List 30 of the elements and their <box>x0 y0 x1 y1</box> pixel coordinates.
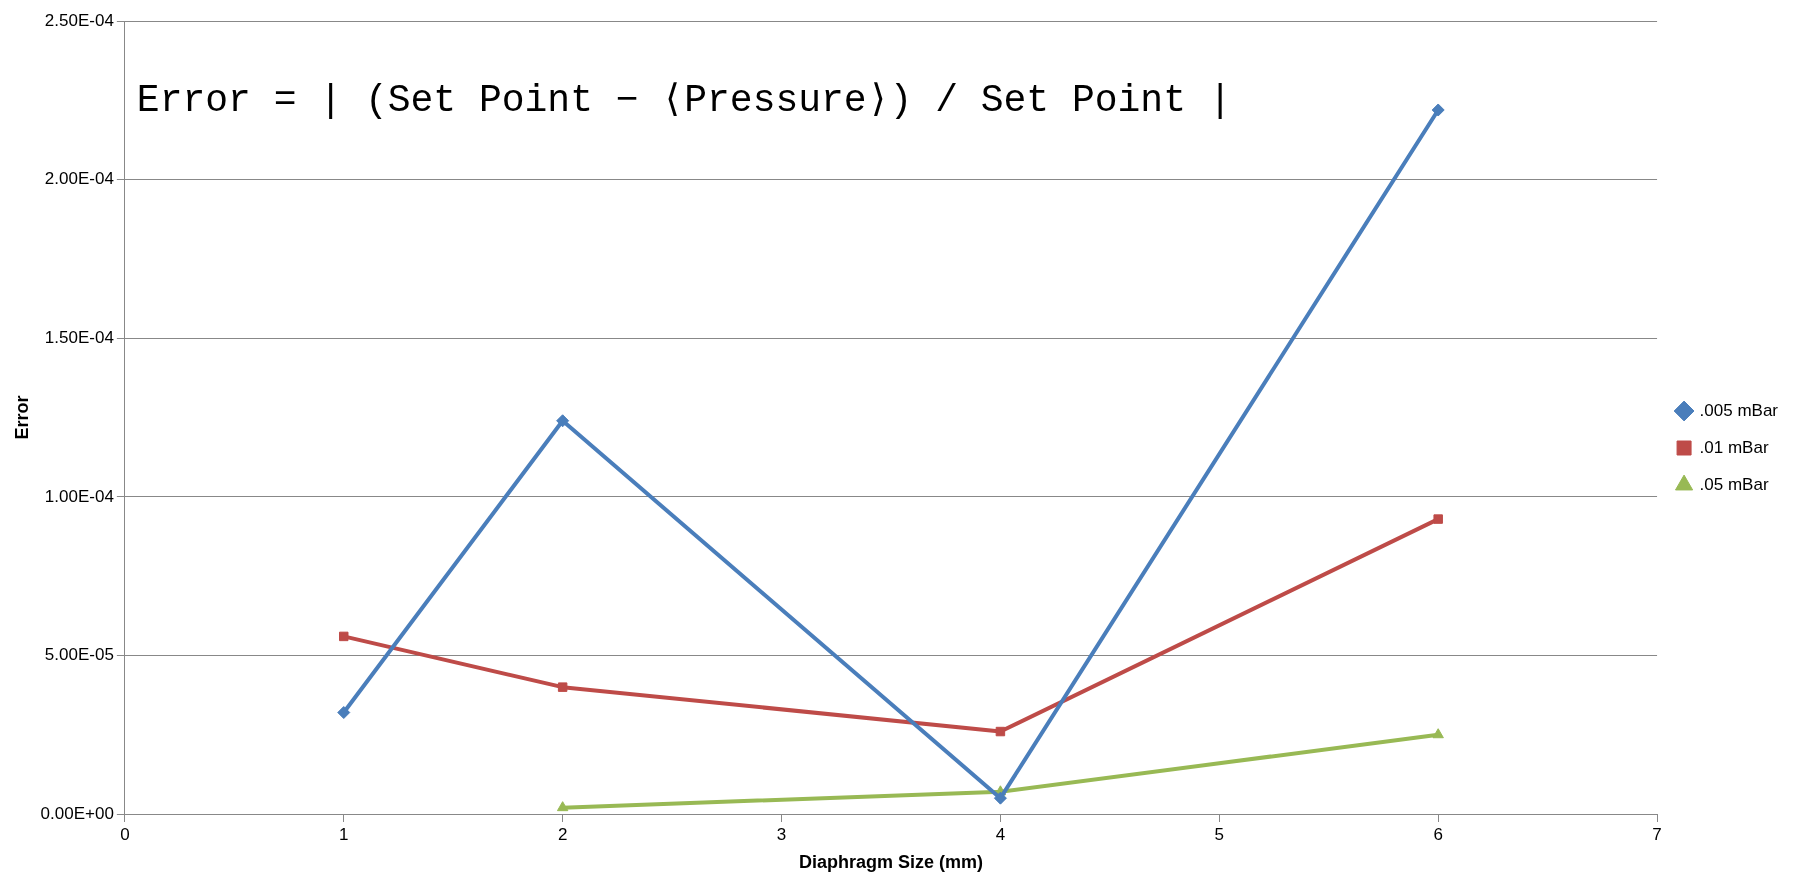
annotation: Error = | (Set Point − ⟨Pressure⟩) / Set Point | <box>136 79 1232 123</box>
x-tick-label: 6 <box>1433 824 1443 844</box>
point <box>557 682 568 692</box>
legend-label: .005 mBar <box>1699 400 1779 420</box>
point <box>1431 103 1445 117</box>
y-tick-label: 2.00E-04 <box>44 169 114 189</box>
x-tick-label: 5 <box>1214 824 1225 844</box>
x-tick-label: 7 <box>1652 824 1662 844</box>
x-axis-title: Diaphragm Size (mm) <box>798 852 983 873</box>
x-tick-label: 1 <box>339 824 349 844</box>
point <box>1433 514 1443 524</box>
y-tick-label: 5.00E-05 <box>44 645 114 665</box>
x-tick-label: 4 <box>995 824 1006 844</box>
point <box>995 726 1006 737</box>
x-tick-label: 2 <box>557 824 568 844</box>
point <box>1432 728 1444 739</box>
legend-label: .05 mBar <box>1699 474 1769 494</box>
y-tick-label: 1.50E-04 <box>44 328 114 348</box>
y-tick-label: 2.50E-04 <box>44 10 114 30</box>
legend-label: .01 mBar <box>1699 437 1769 457</box>
x-tick-label: 0 <box>120 824 130 844</box>
y-tick-label: 0.00E+00 <box>40 803 114 823</box>
y-axis-title: Error <box>11 395 32 440</box>
point <box>556 801 569 812</box>
x-tick-label: 3 <box>776 824 787 844</box>
point <box>993 791 1007 805</box>
point <box>339 631 349 642</box>
point <box>337 706 351 720</box>
point <box>556 414 570 428</box>
y-tick-label: 1.00E-04 <box>44 486 114 506</box>
